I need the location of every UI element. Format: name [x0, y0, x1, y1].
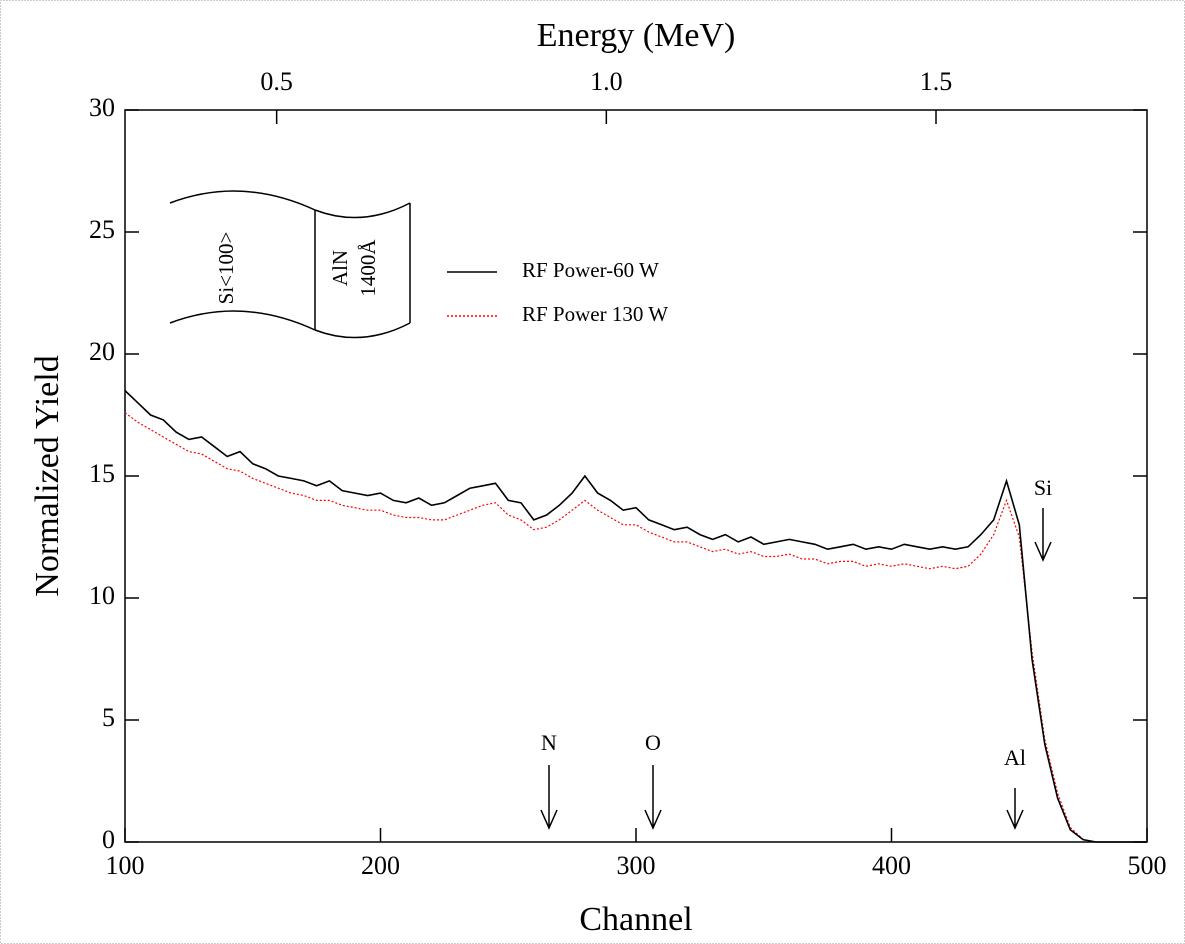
top-axis-title: Energy (MeV): [537, 17, 736, 54]
x-tick-label: 300: [617, 851, 656, 880]
annotation-arrow: [1034, 508, 1052, 562]
legend-label: RF Power 130 W: [522, 302, 668, 326]
inset-edge: [169, 190, 316, 211]
y-tick-label: 30: [89, 93, 115, 122]
inset-label: 1400Å: [356, 239, 380, 297]
legend-label: RF Power-60 W: [522, 258, 659, 282]
x-tick-label: 400: [872, 851, 911, 880]
series-line: [124, 390, 1147, 843]
annotation: O: [645, 730, 661, 755]
x-tick-label: 100: [106, 851, 145, 880]
annotation-arrow: [644, 765, 662, 830]
inset-diagram: [169, 190, 411, 339]
x-tick-label: 500: [1128, 851, 1167, 880]
top-tick-label: 1.0: [590, 67, 623, 96]
inset-edge: [169, 310, 316, 331]
y-tick-label: 25: [89, 215, 115, 244]
y-tick-label: 5: [102, 703, 115, 732]
annotation-arrow: [540, 765, 558, 830]
annotation: N: [541, 730, 557, 755]
y-tick-label: 20: [89, 337, 115, 366]
annotation: Al: [1004, 745, 1026, 770]
y-axis-title: Normalized Yield: [29, 355, 66, 596]
inset-label: AlN: [328, 250, 352, 286]
x-axis-title: Channel: [579, 901, 692, 938]
inset-edge: [314, 322, 411, 339]
top-tick-label: 1.5: [920, 67, 953, 96]
y-tick-label: 10: [89, 581, 115, 610]
inset-edge: [314, 202, 411, 219]
top-tick-label: 0.5: [260, 67, 293, 96]
series-line: [124, 412, 1147, 843]
y-tick-label: 0: [102, 825, 115, 854]
y-tick-label: 15: [89, 459, 115, 488]
x-tick-label: 200: [361, 851, 400, 880]
annotation-arrow: [1006, 788, 1024, 830]
annotation: Si: [1034, 475, 1052, 500]
inset-label: Si<100>: [214, 232, 238, 305]
